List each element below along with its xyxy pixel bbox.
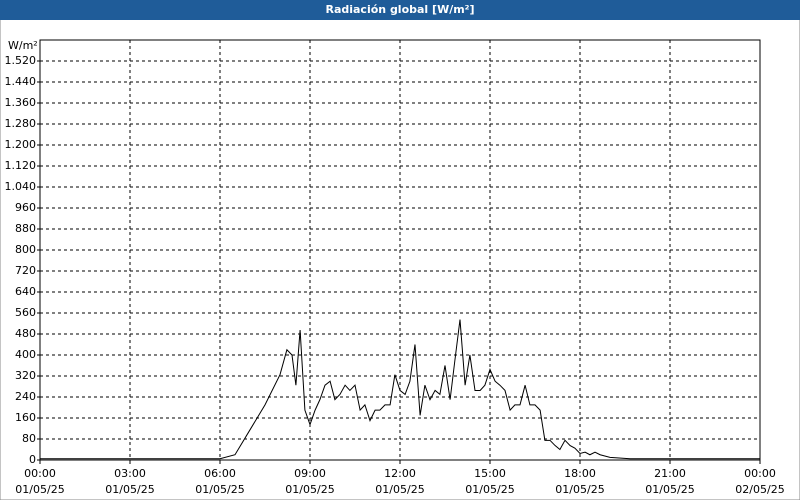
y-tick-label: 160: [15, 411, 36, 424]
y-tick-label: 1.440: [5, 75, 37, 88]
y-tick-label: 1.200: [5, 138, 37, 151]
y-tick-label: 1.520: [5, 54, 37, 67]
y-tick-label: 1.040: [5, 180, 37, 193]
y-tick-label: 960: [15, 201, 36, 214]
title-bar: [0, 0, 800, 20]
x-tick-label: 00:00 02/05/25: [735, 467, 784, 496]
x-tick-label: 06:00 01/05/25: [195, 467, 244, 496]
y-tick-label: 1.120: [5, 159, 37, 172]
y-tick-label: 1.280: [5, 117, 37, 130]
y-tick-label: 240: [15, 390, 36, 403]
x-tick-label: 03:00 01/05/25: [105, 467, 154, 496]
x-tick-label: 09:00 01/05/25: [285, 467, 334, 496]
y-tick-label: 80: [22, 432, 36, 445]
y-tick-label: 880: [15, 222, 36, 235]
x-tick-label: 18:00 01/05/25: [555, 467, 604, 496]
y-tick-label: 320: [15, 369, 36, 382]
x-tick-label: 21:00 01/05/25: [645, 467, 694, 496]
chart-title: Radiación global [W/m²]: [325, 3, 474, 16]
y-tick-label: 640: [15, 285, 36, 298]
y-tick-label: 480: [15, 327, 36, 340]
y-tick-label: 800: [15, 243, 36, 256]
plot-frame: [39, 39, 761, 461]
x-tick-label: 12:00 01/05/25: [375, 467, 424, 496]
y-tick-label: 0: [29, 453, 36, 466]
y-tick-label: 720: [15, 264, 36, 277]
y-tick-label: 1.360: [5, 96, 37, 109]
y-tick-label: 400: [15, 348, 36, 361]
y-tick-label: 560: [15, 306, 36, 319]
y-axis-label: W/m²: [8, 39, 38, 52]
x-tick-label: 00:00 01/05/25: [15, 467, 64, 496]
x-tick-label: 15:00 01/05/25: [465, 467, 514, 496]
data-line: [40, 319, 760, 460]
